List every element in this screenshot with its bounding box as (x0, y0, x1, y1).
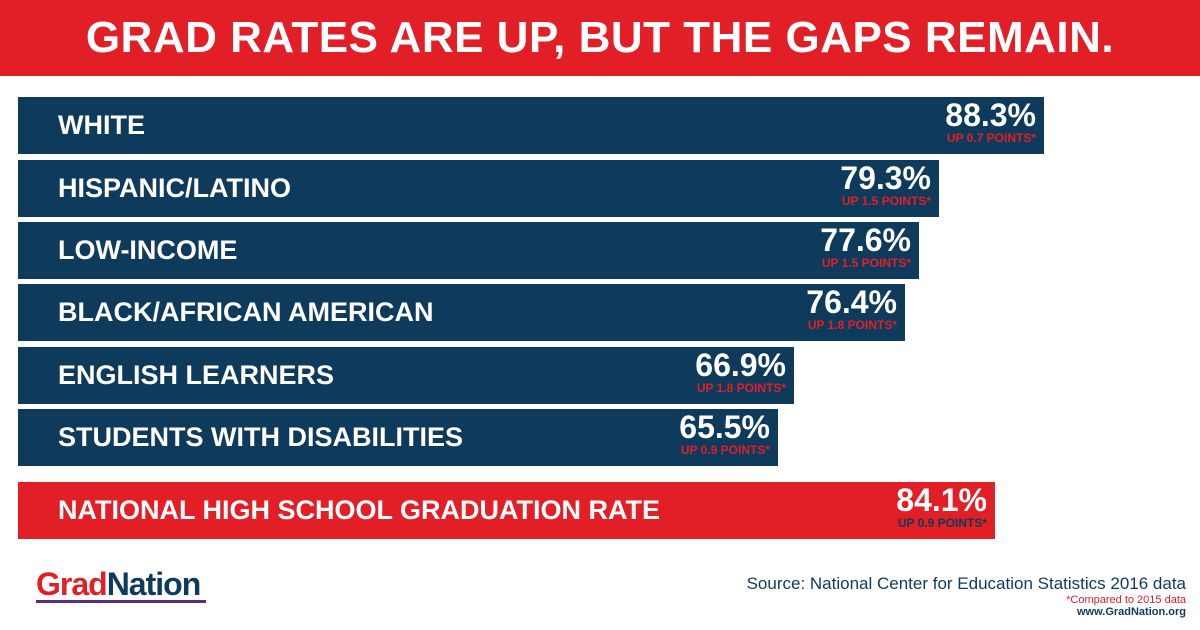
bar-label: STUDENTS WITH DISABILITIES (58, 422, 463, 452)
page-title: GRAD RATES ARE UP, BUT THE GAPS REMAIN. (85, 13, 1115, 62)
change-label: UP 1.8 POINTS* (696, 381, 786, 395)
change-label: UP 1.5 POINTS* (841, 194, 931, 208)
change-label: UP 1.5 POINTS* (821, 256, 911, 270)
bar-value: 65.5% UP 0.9 POINTS* (679, 411, 770, 456)
value-label: 76.4% (806, 284, 897, 320)
bar-national: NATIONAL HIGH SCHOOL GRADUATION RATE 84.1… (18, 482, 995, 539)
gradnation-logo: GradNation (36, 566, 206, 606)
comparison-note: *Compared to 2015 data (1066, 593, 1186, 606)
logo-text-nation: Nation (106, 566, 202, 602)
change-label: UP 0.9 POINTS* (897, 516, 987, 530)
bar-label: WHITE (58, 110, 145, 140)
bar-black-african-american: BLACK/AFRICAN AMERICAN 76.4% UP 1.8 POINTS… (18, 284, 905, 341)
website-link[interactable]: www.GradNation.org (1077, 606, 1186, 619)
bar-hispanic-latino: HISPANIC/LATINO 79.3% UP 1.5 POINTS* (18, 160, 939, 217)
bar-value: 84.1% UP 0.9 POINTS* (896, 484, 987, 529)
value-label: 77.6% (820, 222, 911, 258)
bar-label: LOW-INCOME (58, 235, 238, 265)
bar-white: WHITE 88.3% UP 0.7 POINTS* (18, 97, 1044, 154)
bar-label: HISPANIC/LATINO (58, 173, 291, 203)
change-label: UP 0.9 POINTS* (680, 443, 770, 457)
bar-label: ENGLISH LEARNERS (58, 360, 335, 390)
header-banner: GRAD RATES ARE UP, BUT THE GAPS REMAIN. (0, 0, 1200, 76)
change-label: UP 0.7 POINTS* (946, 131, 1036, 145)
bar-students-with-disabilities: STUDENTS WITH DISABILITIES 65.5% UP 0.9 PO… (18, 409, 778, 466)
bar-value: 77.6% UP 1.5 POINTS* (820, 224, 911, 269)
logo-text-grad: Grad (36, 566, 108, 602)
bar-label: BLACK/AFRICAN AMERICAN (58, 297, 434, 327)
value-label: 88.3% (945, 97, 1036, 133)
bar-low-income: LOW-INCOME 77.6% UP 1.5 POINTS* (18, 222, 919, 279)
value-label: 79.3% (840, 160, 931, 196)
footer: Source: National Center for Education St… (747, 574, 1186, 619)
value-label: 65.5% (679, 409, 770, 445)
value-label: 84.1% (896, 482, 987, 518)
bar-label: NATIONAL HIGH SCHOOL GRADUATION RATE (58, 495, 660, 525)
value-label: 66.9% (695, 347, 786, 383)
bar-value: 66.9% UP 1.8 POINTS* (695, 349, 786, 394)
bar-value: 76.4% UP 1.8 POINTS* (806, 286, 897, 331)
change-label: UP 1.8 POINTS* (807, 318, 897, 332)
source-note: Source: National Center for Education St… (746, 574, 1186, 593)
bar-value: 79.3% UP 1.5 POINTS* (840, 162, 931, 207)
logo-underline (36, 600, 206, 603)
bar-value: 88.3% UP 0.7 POINTS* (945, 99, 1036, 144)
bar-english-learners: ENGLISH LEARNERS 66.9% UP 1.8 POINTS* (18, 347, 794, 404)
